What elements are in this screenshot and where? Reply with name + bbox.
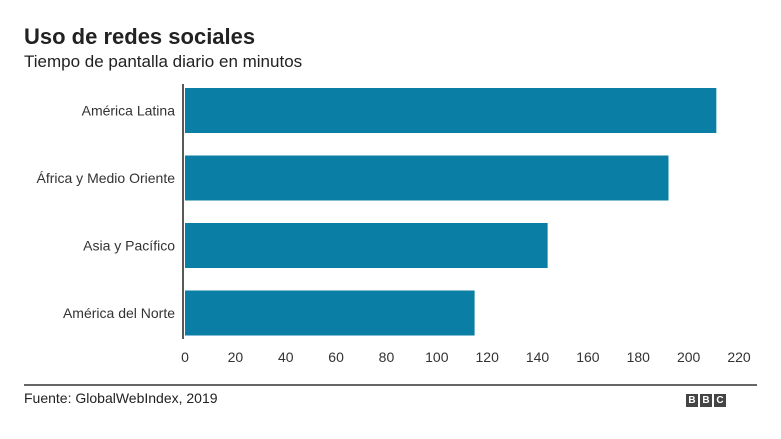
x-tick-label: 120 — [476, 349, 500, 365]
category-label: América Latina — [82, 103, 176, 119]
chart-subtitle: Tiempo de pantalla diario en minutos — [24, 52, 303, 71]
x-tick-label: 0 — [181, 349, 189, 365]
x-tick-label: 20 — [228, 349, 244, 365]
source-note: Fuente: GlobalWebIndex, 2019 — [24, 390, 218, 406]
x-tick-label: 40 — [278, 349, 294, 365]
x-tick-label: 200 — [677, 349, 701, 365]
x-tick-label: 180 — [627, 349, 651, 365]
category-label: África y Medio Oriente — [37, 170, 176, 186]
bar — [185, 155, 669, 201]
bar — [185, 290, 475, 336]
category-label: Asia y Pacífico — [83, 238, 175, 254]
x-tick-label: 80 — [379, 349, 395, 365]
bar — [185, 223, 548, 268]
x-tick-label: 60 — [328, 349, 344, 365]
chart-title: Uso de redes sociales — [24, 24, 256, 49]
x-tick-label: 160 — [576, 349, 600, 365]
category-label: América del Norte — [63, 305, 175, 321]
x-tick-label: 140 — [526, 349, 550, 365]
x-tick-label: 100 — [425, 349, 449, 365]
bar — [185, 88, 717, 133]
x-tick-label: 220 — [727, 349, 751, 365]
